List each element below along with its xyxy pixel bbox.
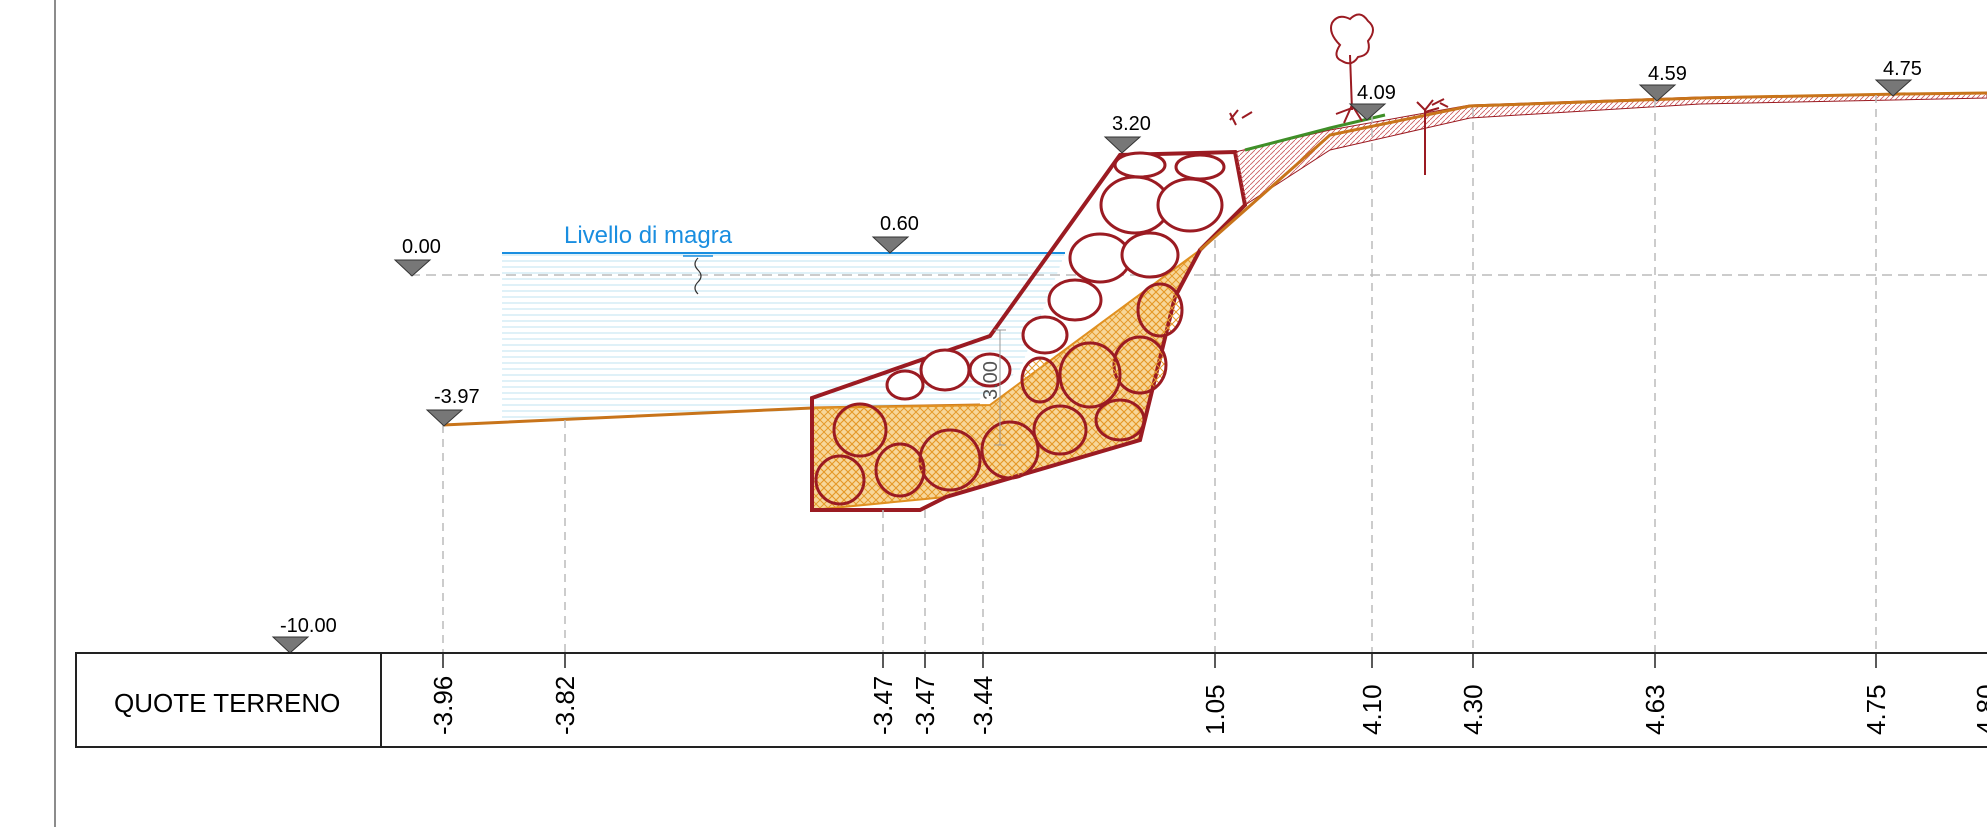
- svg-text:4.09: 4.09: [1357, 82, 1396, 104]
- dimension-marker: 3.00: [980, 329, 1006, 446]
- table-value: -3.82: [550, 676, 580, 735]
- elevation-marker: 4.59: [1638, 63, 1687, 102]
- elevation-marker: 0.60: [871, 213, 919, 254]
- svg-text:4.59: 4.59: [1648, 63, 1687, 85]
- elevation-marker: 4.09: [1348, 82, 1396, 121]
- table-value: 4.10: [1357, 684, 1387, 735]
- svg-text:0.60: 0.60: [880, 213, 919, 235]
- tree-icon: [1229, 13, 1449, 175]
- water-level-label: Livello di magra: [564, 222, 733, 249]
- table-title: QUOTE TERRENO: [114, 688, 340, 718]
- bank-soil: [1234, 92, 1987, 206]
- table-value: -3.44: [968, 676, 998, 735]
- elevation-marker: -3.97: [425, 386, 480, 427]
- table-value: 4.75: [1861, 684, 1891, 735]
- table-value: 4.63: [1640, 684, 1670, 735]
- yellow-boulders: [814, 282, 1184, 506]
- elevation-marker: 3.20: [1103, 113, 1151, 154]
- table-value: 4.30: [1458, 684, 1488, 735]
- ground-profile-top: [1199, 91, 1987, 252]
- svg-text:0.00: 0.00: [402, 236, 441, 258]
- terrain-elevations-table: QUOTE TERRENO -3.96 -3.82 -3.47 -3.47 -3…: [75, 652, 1987, 748]
- dimension-label: 3.00: [980, 361, 1002, 400]
- table-value: -3.47: [868, 676, 898, 735]
- rock-protection: [810, 149, 1248, 512]
- table-value: -3.47: [910, 676, 940, 735]
- svg-text:4.75: 4.75: [1883, 58, 1922, 80]
- svg-text:-3.97: -3.97: [434, 386, 480, 408]
- svg-text:3.20: 3.20: [1112, 113, 1151, 135]
- guide-lines: [442, 95, 1877, 653]
- water-symbol: [694, 257, 702, 295]
- svg-text:-10.00: -10.00: [280, 615, 337, 637]
- elevation-marker: 4.75: [1874, 58, 1922, 97]
- elevation-marker: -10.00: [271, 615, 337, 654]
- table-value: 1.05: [1200, 684, 1230, 735]
- table-value: 4.80: [1971, 684, 1987, 735]
- elevation-marker: 0.00: [393, 236, 441, 277]
- table-value: -3.96: [428, 676, 458, 735]
